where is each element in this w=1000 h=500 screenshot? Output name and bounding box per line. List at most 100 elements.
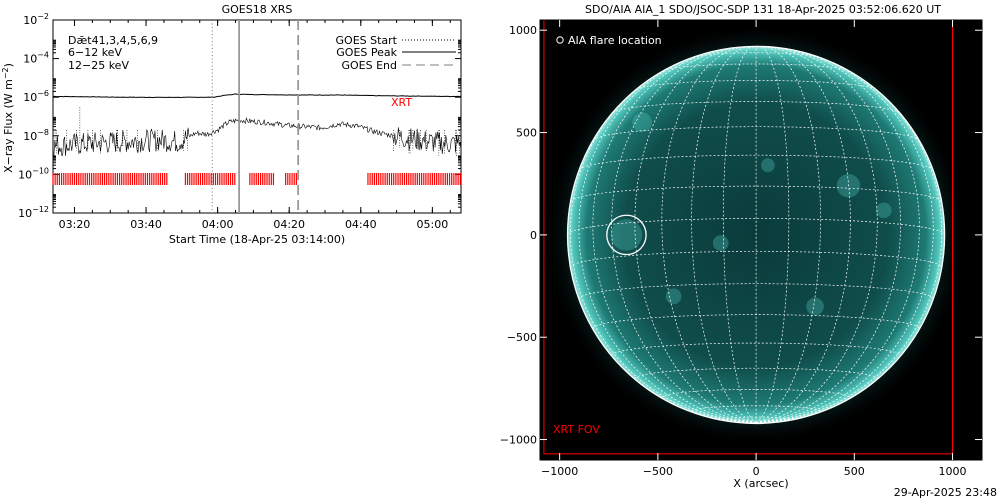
aia-y-tick-label: 500 [516,127,537,140]
aia-xlabel: X (arcsec) [733,477,788,490]
goes-x-axis-ticks: 03:20 03:40 04:00 04:20 04:40 05:00 [59,20,451,231]
latitude-line [634,367,878,379]
aia-title: SDO/AIA AIA_1 SDO/JSOC-SDP 131 18-Apr-20… [585,3,941,16]
goes-xrs-plot: GOES18 XRS 10−12 10−10 10−8 10−6 10−4 10−2 03… [1,3,462,246]
goes-x-tick-label: 04:20 [273,218,305,231]
latitude-line [567,218,946,236]
aia-y-tick-label: 0 [530,229,537,242]
longitude-line [661,46,757,424]
aia-x-tick-label: 0 [753,465,760,478]
corona-glow [544,23,968,447]
aia-x-tick-label: −1000 [541,465,578,478]
longitude-line [578,51,757,424]
longitude-line [756,46,851,424]
goes-x-tick-label: 03:20 [59,218,91,231]
aia-y-axis-ticks: −1000 −500 0 500 1000 [500,24,982,447]
goes-x-tick-label: 03:40 [130,218,162,231]
latitude-line [727,46,785,49]
goes-x-tick-label: 04:40 [345,218,377,231]
flare-legend-label: AIA flare location [568,34,662,47]
active-region-glow [610,219,643,251]
latitude-line [662,63,850,72]
goes-xlabel: Start Time (18-Apr-25 03:14:00) [169,233,345,246]
band-label-2: 12−25 keV [68,59,129,72]
active-region-glow [836,173,861,198]
longitude-line [592,49,757,424]
goes-event-markers [211,20,300,213]
goes-y-tick-label: 10−2 [23,12,49,27]
longitude-line [756,47,901,424]
latitude-line [578,283,934,300]
latitude-line [611,342,901,356]
heliographic-grid [567,46,946,424]
goes-plot-frame [52,19,462,214]
footer-timestamp: 29-Apr-2025 23:48 [894,486,997,499]
aia-x-tick-label: 1000 [939,465,967,478]
longitude-line [755,46,790,424]
goes-y-tick-label: 10−6 [23,89,49,104]
latitude-line [612,101,900,114]
legend-label-start: GOES Start [336,34,398,47]
longitude-line [691,46,757,424]
longitude-line [570,65,757,424]
active-region-glow [806,297,824,316]
xrt-fov-label: XRT FOV [553,423,600,436]
goes-title: GOES18 XRS [222,3,293,16]
goes-x-tick-label: 05:00 [417,218,449,231]
active-regions [610,112,892,316]
latitude-line [578,154,934,171]
goes-short-channel-line [52,117,462,158]
longitude-line [756,49,920,424]
active-region-glow [875,202,892,219]
latitude-line [570,250,943,268]
active-region-glow [712,235,729,251]
goes-y-tick-label: 10−10 [18,166,49,181]
legend-label-peak: GOES Peak [336,46,397,59]
active-region-glow [761,158,775,173]
longitude-line [756,65,943,424]
solar-limb [566,45,946,425]
longitude-line [611,47,757,424]
longitude-line [756,51,934,424]
latitude-line [722,416,790,421]
longitude-line [567,234,757,424]
aia-plot-frame [539,19,983,461]
band-label-1: 6−12 keV [68,46,122,59]
latitude-line [691,405,821,412]
longitude-line [756,234,946,424]
longitude-line [755,46,821,424]
aia-y-tick-label: 1000 [509,24,537,37]
latitude-line [693,52,819,58]
flare-legend-icon [556,36,564,44]
band-label-0: Dǣt41,3,4,5,6,9 [68,34,158,47]
aia-y-tick-label: −1000 [500,434,537,447]
aia-x-tick-label: −500 [643,465,673,478]
latitude-line [592,314,920,329]
active-region-glow [632,112,652,133]
goes-y-tick-label: 10−4 [23,51,49,66]
latitude-line [592,126,920,141]
active-region-glow [665,288,682,305]
latitude-line [570,185,942,202]
solar-disk [567,46,945,424]
aia-plot-background [540,20,982,460]
longitude-line [756,47,878,424]
latitude-line [635,80,877,91]
goes-x-tick-label: 04:00 [202,218,234,231]
longitude-line [722,46,757,424]
xrt-coverage-bars [52,173,461,185]
goes-y-tick-label: 10−8 [23,128,49,143]
aia-x-tick-label: 500 [844,465,865,478]
latitude-line [661,389,851,398]
xrt-label: XRT [391,96,412,109]
goes-long-channel-line [53,93,462,99]
goes-ylabel: X−ray Flux (W m−2) [1,63,15,173]
goes-y-tick-label: 10−12 [18,205,49,220]
aia-y-tick-label: −500 [507,331,537,344]
legend-label-end: GOES End [341,59,397,72]
goes-series-group [52,93,462,158]
aia-x-axis-ticks: −1000 −500 0 500 1000 [541,20,967,478]
xrt-fov-box [543,20,954,455]
flare-location-marker [606,214,647,256]
longitude-line [634,47,757,424]
